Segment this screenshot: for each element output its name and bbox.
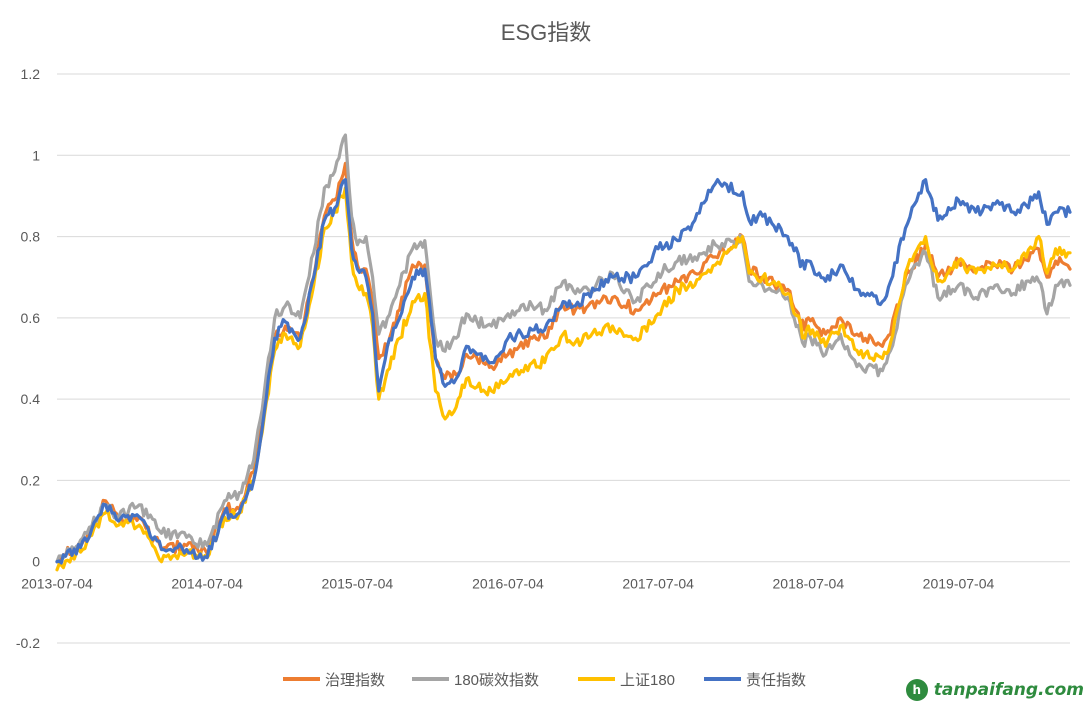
series-line-3 <box>55 186 1072 572</box>
legend: 治理指数 180碳效指数 上证180 责任指数 <box>283 672 806 689</box>
y-tick-label: 0.2 <box>21 472 41 488</box>
y-tick-label: -0.2 <box>16 635 40 651</box>
chart-title: ESG指数 <box>501 20 591 45</box>
y-tick-label: 0.8 <box>21 229 41 245</box>
y-tick-label: 0.6 <box>21 310 41 326</box>
y-axis-tick-labels: -0.2 0 0.2 0.4 0.6 0.8 1 1.2 <box>16 66 40 651</box>
legend-label: 180碳效指数 <box>454 672 539 689</box>
x-tick-label: 2013-07-04 <box>21 576 93 592</box>
y-tick-label: 1.2 <box>21 66 41 82</box>
gridlines <box>57 73 1070 644</box>
legend-label: 上证180 <box>620 672 675 689</box>
legend-label: 责任指数 <box>746 672 806 689</box>
site-watermark: h tanpaifang.com <box>905 679 1084 701</box>
y-tick-label: 0.4 <box>21 391 41 407</box>
x-tick-label: 2017-07-04 <box>622 576 694 592</box>
y-tick-label: 0 <box>32 554 40 570</box>
series-line-1 <box>55 161 1072 564</box>
x-axis-tick-labels: 2013-07-04 2014-07-04 2015-07-04 2016-07-04… <box>21 576 994 592</box>
x-tick-label: 2014-07-04 <box>171 576 243 592</box>
watermark-text: tanpaifang.com <box>933 680 1084 700</box>
tanpaifang-logo-icon: h <box>905 679 928 701</box>
y-tick-label: 1 <box>32 147 40 163</box>
x-tick-label: 2018-07-04 <box>773 576 845 592</box>
series-lines <box>55 133 1072 572</box>
x-tick-label: 2015-07-04 <box>322 576 394 592</box>
legend-label: 治理指数 <box>325 672 385 689</box>
x-tick-label: 2016-07-04 <box>472 576 544 592</box>
series-line-4 <box>55 178 1072 565</box>
x-tick-label: 2019-07-04 <box>923 576 995 592</box>
